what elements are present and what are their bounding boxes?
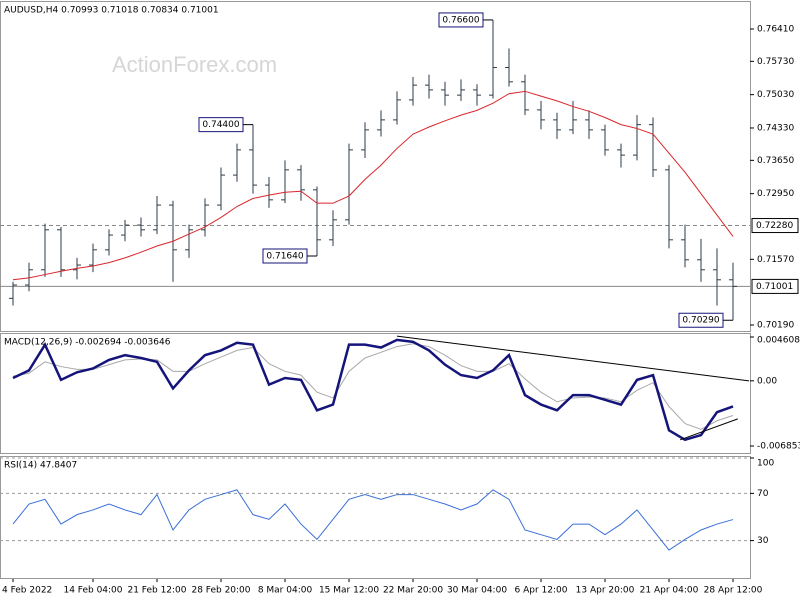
annotation-box xyxy=(262,248,308,264)
y-tick-label: 0.72950 xyxy=(757,189,794,199)
y-tick-label: 0.71570 xyxy=(757,255,794,265)
y-tick-label: -0.006853 xyxy=(757,442,800,452)
price-box-label: 0.71001 xyxy=(756,282,793,292)
panel-title: MACD(12,26,9) -0.002694 -0.003646 xyxy=(4,338,171,348)
x-tick-label: 21 Apr 04:00 xyxy=(640,586,699,596)
x-tick-label: 14 Feb 04:00 xyxy=(63,586,122,596)
annotation-box xyxy=(198,117,244,133)
annotation-label: 0.76600 xyxy=(442,15,479,25)
panel-title: AUDUSD,H4 0.70993 0.71018 0.70834 0.7100… xyxy=(4,6,219,16)
x-tick-label: 13 Apr 20:00 xyxy=(576,586,635,596)
y-tick-label: 0.004608 xyxy=(757,336,800,346)
y-tick-label: 100 xyxy=(757,459,774,469)
price-box xyxy=(751,218,799,234)
annotation-label: 0.71640 xyxy=(266,251,303,261)
signal-line xyxy=(12,343,734,430)
y-tick-label: 0.70190 xyxy=(757,321,794,331)
panel-frame xyxy=(0,456,751,579)
price-box xyxy=(751,278,799,294)
y-tick-label: 30 xyxy=(757,536,769,546)
y-tick-label: 0.74330 xyxy=(757,123,794,133)
price-box-label: 0.72280 xyxy=(756,221,793,231)
rsi-line xyxy=(12,489,734,551)
x-tick-label: 22 Mar 20:00 xyxy=(383,586,443,596)
annotation-box xyxy=(438,12,484,28)
annotation-box xyxy=(678,312,724,328)
x-tick-label: 6 Apr 12:00 xyxy=(515,586,568,596)
x-tick-label: 28 Feb 20:00 xyxy=(191,586,250,596)
x-tick-label: 21 Feb 12:00 xyxy=(127,586,186,596)
x-tick-label: 15 Mar 12:00 xyxy=(319,586,379,596)
panel-title: RSI(14) 47.8407 xyxy=(4,461,77,471)
y-tick-label: 0.00 xyxy=(757,376,777,386)
y-tick-label: 70 xyxy=(757,489,769,499)
trend-line xyxy=(396,335,750,382)
trend-line xyxy=(680,418,738,441)
watermark: ActionForex.com xyxy=(112,52,277,77)
y-tick-label: 0.73650 xyxy=(757,156,794,166)
y-tick-label: 0.75730 xyxy=(757,57,794,67)
panel-frame xyxy=(0,333,751,454)
annotation-label: 0.74400 xyxy=(202,120,239,130)
y-tick-label: 0.76410 xyxy=(757,24,794,34)
x-tick-label: 8 Mar 04:00 xyxy=(258,586,313,596)
moving-average xyxy=(12,90,734,281)
panel-frame xyxy=(0,1,751,332)
annotation-label: 0.70290 xyxy=(682,316,719,326)
macd-line xyxy=(12,338,734,442)
x-tick-label: 30 Mar 04:00 xyxy=(447,586,507,596)
x-tick-label: 4 Feb 2022 xyxy=(2,586,52,596)
x-tick-label: 28 Apr 12:00 xyxy=(704,586,763,596)
y-tick-label: 0.75030 xyxy=(757,90,794,100)
